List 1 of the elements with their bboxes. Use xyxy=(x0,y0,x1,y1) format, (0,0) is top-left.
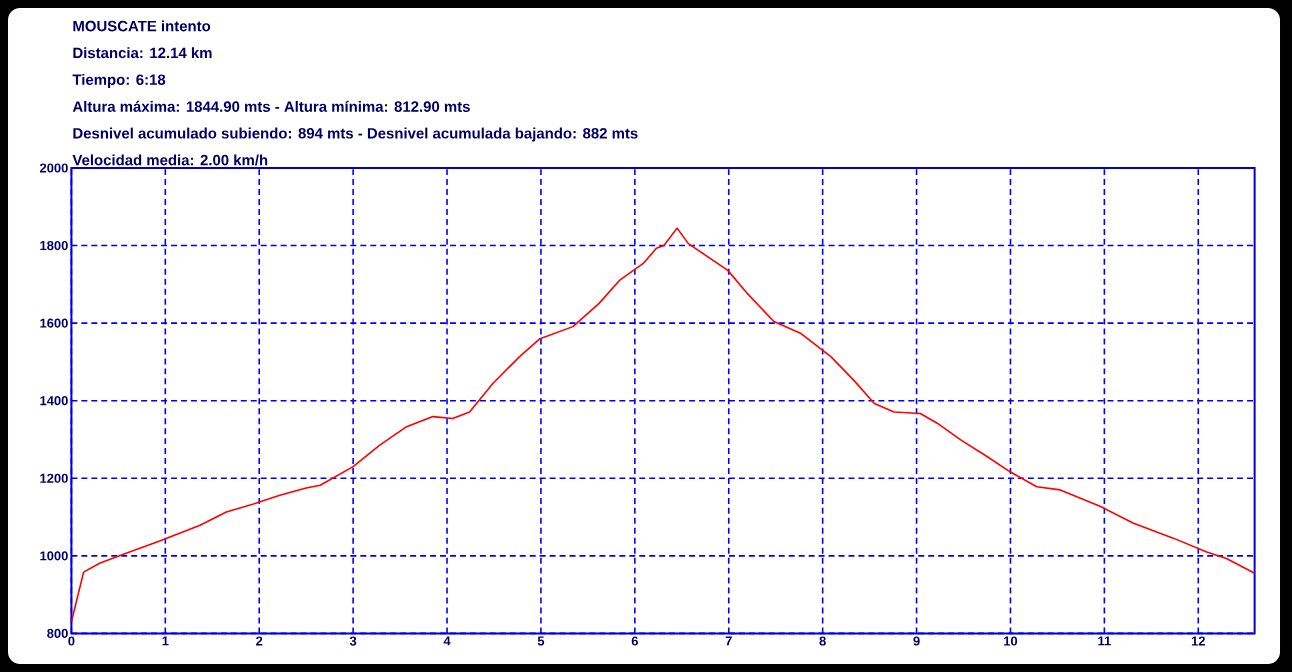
line-series xyxy=(71,227,1255,623)
